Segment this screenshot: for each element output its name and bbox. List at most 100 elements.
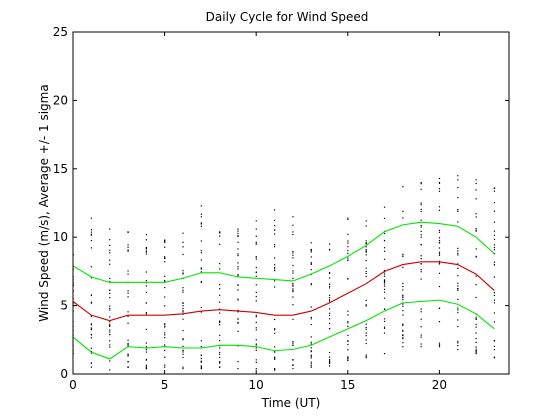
sample-point: [457, 285, 459, 287]
sample-point: [438, 307, 441, 309]
sample-point: [383, 269, 386, 272]
sample-point: [383, 327, 386, 329]
sample-point: [457, 348, 459, 351]
sample-point: [127, 342, 129, 345]
sample-point: [109, 334, 111, 336]
sample-point: [127, 231, 129, 234]
sample-point: [145, 233, 147, 236]
y-tick-label: 15: [53, 162, 68, 176]
sample-point: [402, 303, 404, 305]
x-tick-label: 20: [432, 378, 447, 392]
sample-point: [438, 247, 441, 249]
sample-point: [420, 224, 422, 227]
sample-point: [219, 308, 221, 310]
sample-point: [145, 250, 147, 252]
sample-point: [438, 231, 441, 233]
sample-point: [475, 229, 477, 231]
sample-point: [328, 285, 331, 287]
sample-point: [109, 259, 111, 261]
sample-point: [274, 244, 276, 246]
sample-point: [475, 318, 477, 320]
sample-point: [274, 369, 276, 371]
sample-point: [255, 266, 257, 269]
sample-point: [310, 250, 312, 252]
sample-point: [493, 312, 496, 314]
sample-point: [237, 235, 239, 238]
sample-point: [310, 347, 312, 349]
sample-point: [182, 345, 184, 347]
sample-point: [292, 358, 294, 361]
plot-area-frame: [72, 31, 510, 375]
sample-points: [72, 175, 496, 371]
sample-point: [255, 314, 257, 316]
sample-point: [310, 336, 312, 338]
sample-point: [493, 253, 496, 255]
sample-point: [145, 247, 147, 249]
sample-point: [219, 324, 221, 326]
sample-point: [402, 296, 404, 299]
sample-point: [420, 181, 422, 184]
sample-point: [493, 302, 496, 304]
x-tick-label: 15: [340, 378, 355, 392]
sample-point: [347, 257, 349, 259]
sample-point: [328, 272, 331, 274]
sample-point: [347, 233, 349, 235]
sample-point: [347, 218, 349, 220]
sample-point: [127, 246, 129, 248]
sample-point: [457, 309, 459, 311]
sample-point: [145, 328, 147, 331]
sample-point: [383, 273, 386, 275]
sample-point: [310, 306, 312, 308]
sample-point: [493, 202, 496, 204]
sample-point: [219, 262, 221, 265]
sample-point: [164, 240, 166, 242]
sample-point: [402, 310, 404, 312]
sample-point: [438, 285, 441, 288]
sample-point: [255, 339, 257, 341]
sample-point: [383, 288, 386, 290]
sample-point: [347, 325, 349, 328]
sample-point: [383, 332, 386, 334]
sample-point: [255, 321, 257, 323]
sample-point: [90, 362, 93, 364]
sample-point: [90, 229, 93, 231]
sample-point: [292, 318, 294, 320]
sample-point: [365, 357, 367, 359]
sample-point: [219, 362, 221, 364]
sample-point: [365, 267, 367, 269]
sample-point: [164, 239, 166, 241]
sample-point: [292, 296, 294, 298]
sample-point: [493, 299, 496, 301]
sample-point: [347, 242, 349, 244]
sample-point: [292, 342, 294, 344]
sample-point: [365, 299, 367, 301]
sample-point: [365, 248, 367, 251]
sample-point: [493, 244, 496, 246]
sample-point: [274, 318, 276, 321]
sample-point: [310, 357, 312, 359]
sample-point: [475, 332, 477, 334]
sample-point: [438, 182, 441, 185]
sample-point: [292, 254, 294, 256]
sample-point: [219, 312, 221, 314]
sample-point: [292, 233, 294, 236]
sample-point: [127, 231, 129, 233]
sample-point: [90, 324, 93, 326]
sample-point: [182, 310, 184, 312]
sample-point: [237, 322, 239, 324]
sample-point: [164, 325, 166, 327]
sample-point: [237, 345, 239, 347]
sample-point: [109, 323, 111, 325]
sample-point: [365, 332, 367, 334]
sample-point: [292, 289, 294, 292]
sample-point: [109, 305, 111, 307]
sample-point: [365, 323, 367, 325]
sample-point: [365, 272, 367, 275]
sample-point: [255, 359, 257, 361]
sample-point: [200, 281, 202, 284]
sample-point: [347, 356, 349, 359]
sample-point: [219, 283, 221, 286]
sample-point: [475, 275, 477, 277]
sample-point: [274, 246, 276, 248]
sample-point: [274, 332, 276, 334]
